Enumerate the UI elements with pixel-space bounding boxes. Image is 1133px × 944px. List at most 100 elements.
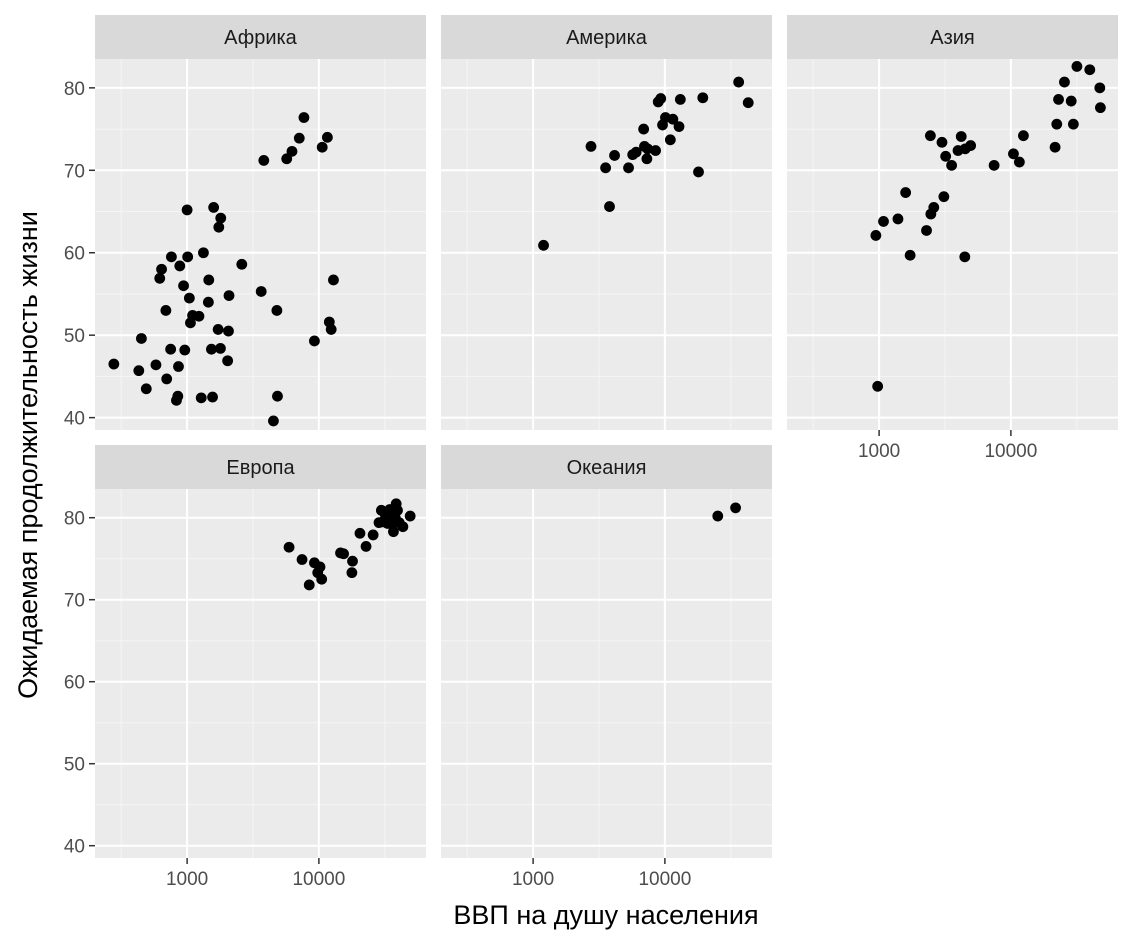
x-tick-label: 1000 [166,869,208,890]
y-tick-label: 60 [64,673,85,694]
data-point [742,97,754,109]
data-point [600,162,612,174]
data-point [182,251,194,263]
data-point [1008,148,1019,160]
y-tick-label: 50 [64,326,85,347]
data-point [609,150,620,161]
y-tick-label: 70 [64,591,85,612]
data-point [955,131,967,142]
data-point [154,272,166,284]
data-point [673,121,685,133]
panel-background [441,59,772,430]
data-point [900,187,912,198]
data-point [271,305,283,316]
data-point [223,325,234,337]
facet-strip-label: Америка [566,27,648,49]
data-point [316,141,328,153]
data-point [325,324,337,335]
y-axis-title: Ожидаемая продолжительность жизни [13,211,43,699]
facet-strip-label: Океания [567,457,647,479]
data-point [156,263,167,275]
data-point [872,380,884,392]
data-point [397,521,409,533]
data-point [928,202,940,213]
data-point [892,213,904,225]
panel-grid [441,489,772,858]
data-point [1071,61,1083,72]
data-point [697,92,709,104]
panel-background [441,489,772,858]
panel-2: Америка [441,15,772,430]
facet-strip [95,15,426,59]
data-point [712,510,724,522]
data-point [367,529,379,541]
data-point [664,134,676,146]
data-point [347,555,358,567]
y-tick-label: 80 [64,509,85,530]
x-axis-title: ВВП на душу населения [453,900,758,930]
data-point [193,310,205,322]
panel-3: Азия [787,15,1118,430]
data-point [161,373,173,385]
data-point [183,292,195,304]
panels-layer: Африка Америка Азия Европа Океания [95,15,1118,858]
data-point [172,390,184,402]
data-point [207,391,218,403]
data-point [136,333,147,344]
data-point [222,355,234,367]
data-point [604,201,615,212]
data-point [309,335,320,347]
data-point [921,225,932,236]
data-point [178,280,189,292]
facet-strip [787,15,1118,59]
panel-5: Океания [441,445,772,858]
data-point [316,573,328,585]
data-point [655,93,667,104]
data-point [268,415,279,427]
data-point [328,274,339,286]
data-point [283,541,295,553]
data-point [878,216,889,227]
data-point [258,155,270,166]
facet-strip-label: Африка [224,27,298,49]
data-point [206,343,217,355]
x-tick-label: 1000 [512,869,554,890]
data-point [360,541,372,552]
data-point [938,191,950,203]
data-point [212,324,224,335]
data-point [965,140,977,151]
y-tick-label: 80 [64,79,85,100]
data-point [215,212,227,224]
data-point [215,342,226,354]
data-point [733,76,745,88]
data-point [730,502,741,514]
data-point [674,93,686,105]
y-tick-label: 50 [64,755,85,776]
data-point [213,221,225,233]
data-point [1084,64,1096,76]
data-point [1094,82,1106,94]
data-point [1018,130,1029,142]
data-point [223,290,235,302]
data-point [195,392,207,404]
data-point [338,548,349,560]
data-point [650,145,661,156]
data-point [404,510,416,522]
data-point [936,136,948,148]
axis-layer: 40 50 60 70 80 1000 10000 40 50 60 70 80 1000 10000 10… [64,79,1037,890]
data-point [314,561,326,573]
facet-strip [441,15,772,59]
data-point [630,146,642,158]
data-point [346,567,358,579]
data-point [174,260,186,272]
facet-strip [95,445,426,489]
data-point [354,527,366,539]
panel-grid [441,59,772,430]
data-point [166,251,177,263]
data-point [181,204,193,216]
data-point [392,504,403,516]
data-point [255,286,267,297]
data-point [1053,93,1064,105]
panel-background [95,59,426,430]
